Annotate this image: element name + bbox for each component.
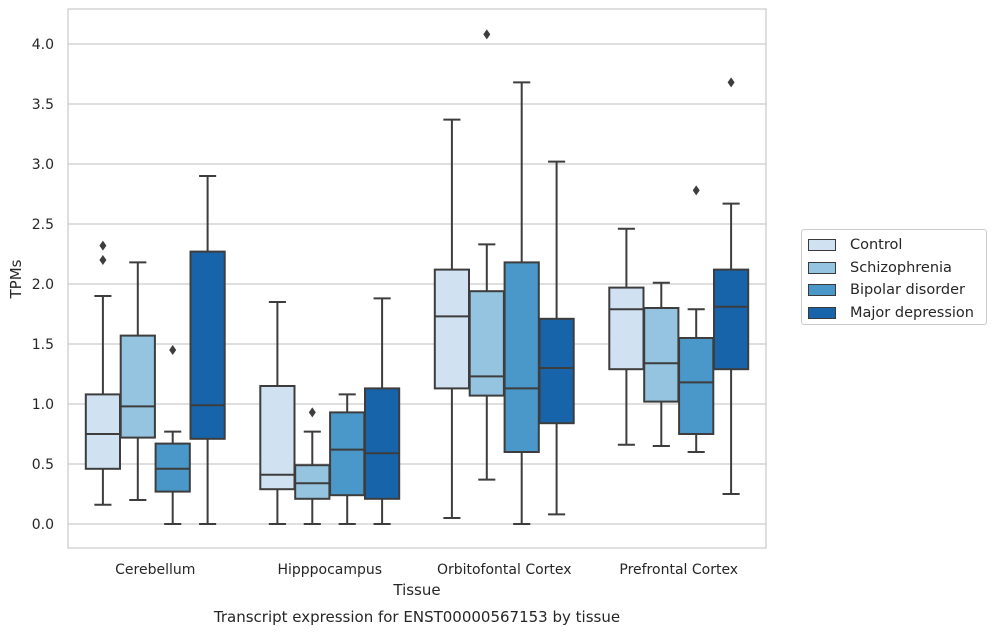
- y-axis-title: TPMs: [7, 259, 25, 299]
- box: [119, 334, 156, 439]
- box: [259, 385, 296, 491]
- legend-label-bipolar-disorder: Bipolar disorder: [850, 282, 965, 298]
- box: [678, 337, 715, 435]
- legend-label-major-depression: Major depression: [850, 305, 974, 321]
- box: [712, 268, 750, 371]
- outlier-point: [99, 255, 107, 265]
- box-group: [154, 345, 191, 525]
- box-group: [468, 29, 505, 481]
- legend-label-control: Control: [850, 237, 903, 253]
- legend-item-major-depression: Major depression: [808, 303, 974, 323]
- legend-swatch-bipolar-disorder: [808, 284, 836, 296]
- outlier-point: [99, 240, 107, 251]
- box: [329, 411, 366, 497]
- y-tick-label: 0.5: [32, 457, 54, 473]
- y-tick-label: 3.5: [32, 97, 54, 113]
- box-group: [678, 185, 715, 453]
- box-group: [119, 261, 156, 501]
- y-tick-label: 1.0: [32, 397, 54, 413]
- box-group: [538, 160, 575, 516]
- legend-swatch-major-depression: [808, 307, 836, 319]
- legend-label-schizophrenia: Schizophrenia: [850, 260, 952, 276]
- x-tick-label: Hipppocampus: [277, 562, 382, 578]
- y-tick-label: 4.0: [32, 37, 54, 53]
- legend-swatch-schizophrenia: [808, 262, 836, 274]
- box-group: [608, 227, 645, 446]
- outlier-point: [169, 345, 177, 355]
- y-tick-label: 0.0: [32, 517, 54, 533]
- x-tick-label: Prefrontal Cortex: [619, 562, 738, 578]
- box: [84, 393, 122, 470]
- y-tick-label: 2.0: [32, 277, 54, 293]
- box-group: [84, 240, 122, 506]
- box-group: [363, 297, 401, 525]
- box-group: [643, 281, 680, 447]
- y-tick-label: 3.0: [32, 157, 54, 173]
- x-tick-label: Orbitofontal Cortex: [437, 562, 572, 578]
- box: [538, 317, 575, 425]
- boxes-layer: [84, 29, 750, 525]
- box: [154, 442, 191, 493]
- box: [608, 286, 645, 371]
- box-group: [189, 175, 226, 525]
- box-group: [294, 407, 331, 525]
- legend-swatch-control: [808, 239, 836, 251]
- y-tick-label: 2.5: [32, 217, 54, 233]
- x-axis-title: Tissue: [392, 581, 440, 599]
- box: [363, 387, 401, 500]
- chart-caption: Transcript expression for ENST0000056715…: [213, 608, 620, 626]
- outlier-point: [308, 407, 316, 418]
- box: [468, 290, 505, 397]
- outlier-point: [692, 185, 700, 196]
- box: [294, 464, 331, 500]
- x-tick-labels: Cerebellum Hipppocampus Orbitofontal Corte…: [115, 562, 738, 578]
- box-group: [259, 301, 296, 525]
- plot-area-frame: [67, 8, 767, 549]
- outlier-point: [727, 77, 735, 88]
- box-group: [712, 77, 750, 495]
- box: [433, 268, 471, 390]
- box-group: [503, 81, 540, 525]
- legend-item-bipolar-disorder: Bipolar disorder: [808, 280, 965, 300]
- y-tick-label: 1.5: [32, 337, 54, 353]
- legend-item-schizophrenia: Schizophrenia: [808, 258, 952, 278]
- legend: Control Schizophrenia Bipolar disorder M…: [801, 229, 987, 325]
- box: [503, 261, 540, 453]
- y-tick-labels: 0.0 0.5 1.0 1.5 2.0 2.5 3.0 3.5 4.0: [32, 37, 54, 533]
- legend-item-control: Control: [808, 235, 902, 255]
- box: [189, 250, 226, 440]
- box: [643, 307, 680, 403]
- outlier-point: [483, 29, 491, 40]
- box-group: [329, 393, 366, 525]
- x-tick-label: Cerebellum: [115, 562, 195, 578]
- box-group: [433, 118, 471, 519]
